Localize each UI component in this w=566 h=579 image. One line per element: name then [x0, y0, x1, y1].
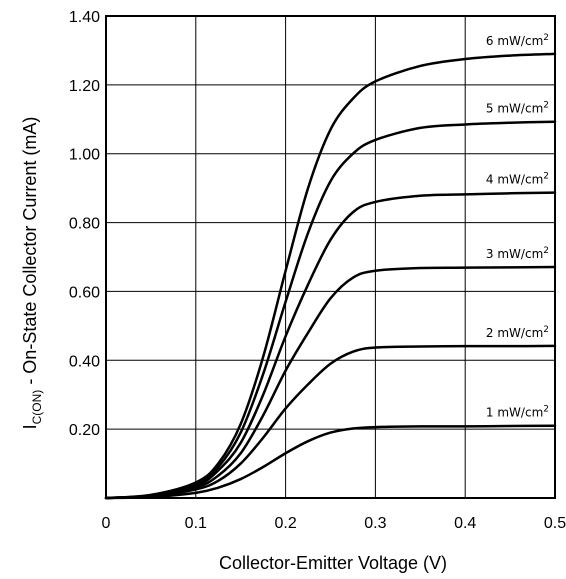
x-tick-label: 0.3	[364, 515, 386, 532]
x-axis-ticks: 0 0.1 0.2 0.3 0.4 0.5	[102, 515, 566, 532]
x-tick-label: 0.4	[454, 515, 476, 532]
x-axis-title: Collector-Emitter Voltage (V)	[219, 553, 447, 573]
series-line-5	[104, 120, 557, 500]
series-line-2	[104, 344, 557, 500]
y-tick-label: 0.20	[69, 422, 100, 439]
y-axis-title-prefix: I	[20, 424, 40, 429]
y-tick-label: 1.40	[69, 9, 100, 26]
series-line-6	[104, 52, 557, 500]
plot-area-frame	[105, 15, 556, 499]
y-axis-ticks: 0.20 0.40 0.60 0.80 1.00 1.20 1.40	[69, 9, 100, 439]
series-line-3	[104, 265, 557, 500]
series-lines	[104, 52, 557, 500]
x-tick-label: 0.2	[274, 515, 296, 532]
series-label-3: 3 mW/cm2	[486, 246, 549, 261]
y-axis-title-subscript: C(ON)	[30, 390, 44, 425]
y-tick-label: 0.80	[69, 216, 100, 233]
x-tick-label: 0.1	[185, 515, 207, 532]
y-axis-title-suffix: - On-State Collector Current (mA)	[20, 117, 40, 390]
series-label-1: 1 mW/cm2	[486, 405, 549, 420]
series-labels: 1 mW/cm2 2 mW/cm2 3 mW/cm2 4 mW/cm2 5 mW/cm2…	[486, 33, 549, 420]
series-label-2: 2 mW/cm2	[486, 325, 549, 340]
series-label-6: 6 mW/cm2	[486, 33, 549, 48]
series-label-5: 5 mW/cm2	[486, 101, 549, 116]
series-line-4	[104, 191, 557, 500]
y-axis-title: IC(ON) - On-State Collector Current (mA)	[20, 117, 44, 430]
y-tick-label: 0.40	[69, 353, 100, 370]
x-tick-label: 0.5	[544, 515, 566, 532]
series-label-4: 4 mW/cm2	[486, 172, 549, 187]
y-tick-label: 1.00	[69, 147, 100, 164]
series-line-1	[104, 424, 557, 500]
x-tick-label: 0	[102, 515, 111, 532]
y-tick-label: 0.60	[69, 284, 100, 301]
y-tick-label: 1.20	[69, 78, 100, 95]
grid-lines	[106, 16, 555, 498]
